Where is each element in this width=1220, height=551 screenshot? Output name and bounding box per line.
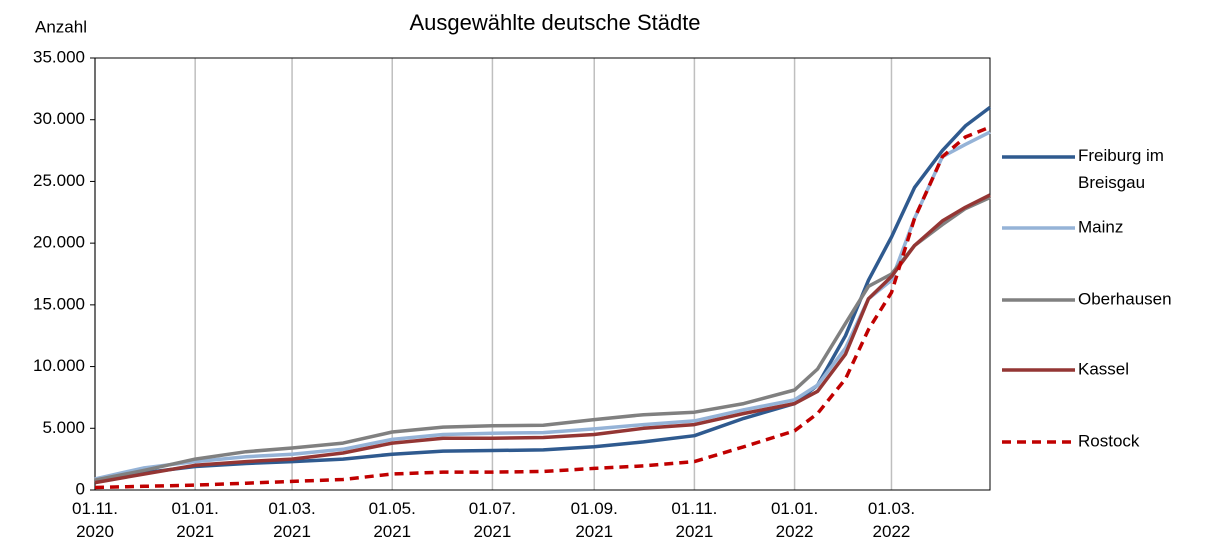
x-tick-label: 01.01. 2021 (172, 499, 219, 541)
y-tick-label: 25.000 (33, 171, 85, 190)
legend-label: Rostock (1078, 431, 1140, 450)
y-tick-label: 15.000 (33, 294, 85, 313)
x-tick-label: 01.09. 2021 (571, 499, 618, 541)
y-tick-label: 5.000 (42, 418, 85, 437)
chart-title: Ausgewählte deutsche Städte (409, 10, 700, 35)
y-tick-label: 10.000 (33, 356, 85, 375)
y-tick-label: 35.000 (33, 47, 85, 66)
series-line (94, 193, 991, 485)
y-tick-label: 0 (76, 479, 85, 498)
x-tick-label: 01.11. 2020 (72, 499, 118, 541)
plot-frame (94, 57, 991, 491)
x-tick-label: 01.05. 2021 (369, 499, 416, 541)
x-tick-label: 01.03. 2022 (868, 499, 915, 541)
series-line (94, 106, 992, 484)
series-line (94, 125, 991, 490)
legend-label: Mainz (1078, 217, 1123, 236)
series-line (94, 130, 991, 481)
x-tick-label: 01.03. 2021 (268, 499, 315, 541)
x-tick-label: 01.11. 2021 (671, 499, 717, 541)
legend-label: Oberhausen (1078, 289, 1172, 308)
legend-label: Freiburg im Breisgau (1078, 146, 1164, 192)
legend-label: Kassel (1078, 359, 1129, 378)
x-tick-label: 01.07. 2021 (469, 499, 516, 541)
y-tick-label: 20.000 (33, 233, 85, 252)
x-tick-label: 01.01. 2022 (771, 499, 818, 541)
y-tick-label: 30.000 (33, 109, 85, 128)
y-axis-label: Anzahl (35, 17, 87, 36)
